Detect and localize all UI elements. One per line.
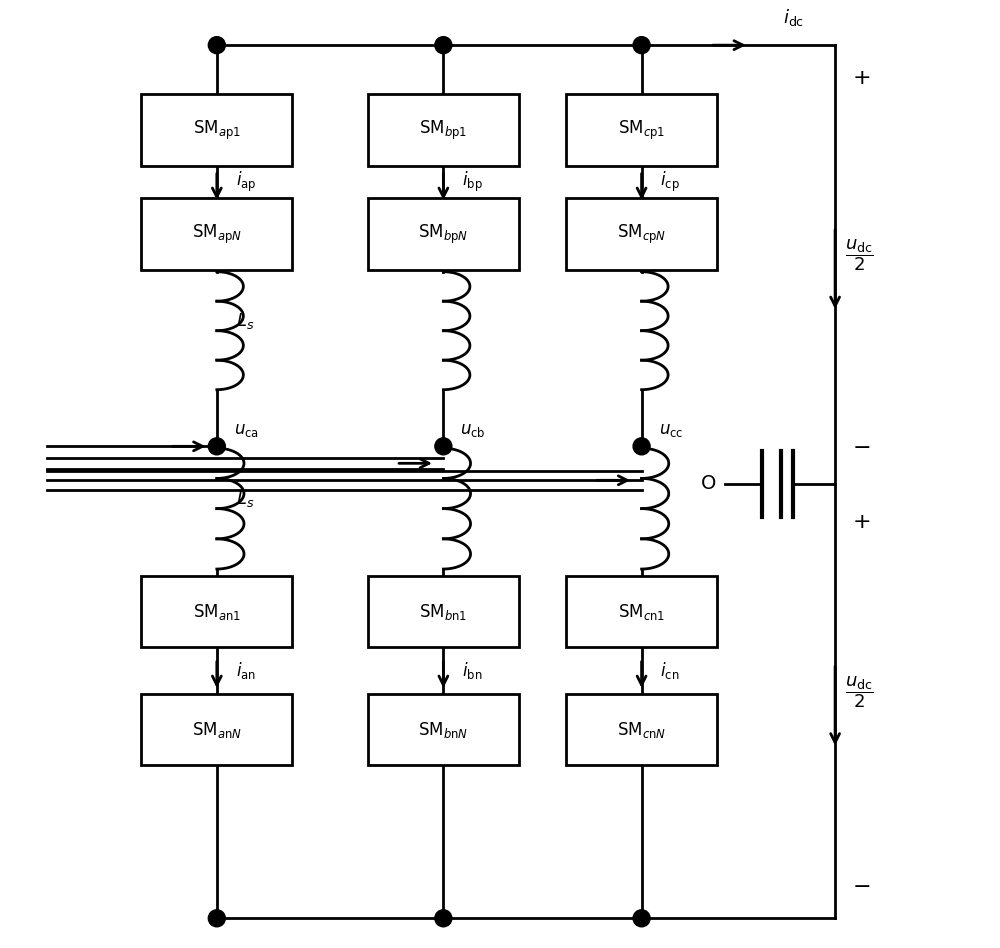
Bar [368, 694, 519, 765]
Text: $\mathrm{SM}_{b\mathrm{p}\mathit{N}}$: $\mathrm{SM}_{b\mathrm{p}\mathit{N}}$ [418, 223, 468, 246]
Circle shape [435, 910, 452, 927]
Bar [566, 94, 717, 166]
Text: $i_{\mathrm{cn}}$: $i_{\mathrm{cn}}$ [660, 660, 680, 681]
Text: $+$: $+$ [852, 512, 870, 532]
Bar [141, 94, 292, 166]
Text: $i_{\mathrm{cp}}$: $i_{\mathrm{cp}}$ [660, 170, 680, 194]
Text: $\mathrm{SM}_{c\mathrm{n}1}$: $\mathrm{SM}_{c\mathrm{n}1}$ [618, 602, 665, 622]
Text: $i_{\mathrm{ap}}$: $i_{\mathrm{ap}}$ [236, 170, 256, 194]
Text: $-$: $-$ [852, 436, 870, 456]
Circle shape [435, 438, 452, 455]
Bar [141, 694, 292, 765]
Text: $\mathrm{SM}_{b\mathrm{n}1}$: $\mathrm{SM}_{b\mathrm{n}1}$ [419, 602, 467, 622]
Text: $\mathrm{SM}_{a\mathrm{n}1}$: $\mathrm{SM}_{a\mathrm{n}1}$ [193, 602, 241, 622]
Bar [141, 575, 292, 647]
Text: $\mathrm{SM}_{b\mathrm{p}1}$: $\mathrm{SM}_{b\mathrm{p}1}$ [419, 118, 467, 141]
Text: $i_{\mathrm{bp}}$: $i_{\mathrm{bp}}$ [462, 170, 483, 194]
Text: $\mathrm{SM}_{c\mathrm{n}\mathit{N}}$: $\mathrm{SM}_{c\mathrm{n}\mathit{N}}$ [617, 720, 666, 739]
Circle shape [208, 438, 225, 455]
Circle shape [208, 910, 225, 927]
Bar [141, 198, 292, 270]
Text: $u_{\mathrm{cb}}$: $u_{\mathrm{cb}}$ [460, 422, 486, 439]
Text: $\mathrm{SM}_{a\mathrm{n}\mathit{N}}$: $\mathrm{SM}_{a\mathrm{n}\mathit{N}}$ [192, 720, 242, 739]
Bar [368, 94, 519, 166]
Circle shape [633, 438, 650, 455]
Bar [566, 198, 717, 270]
Text: $-$: $-$ [852, 875, 870, 895]
Text: $\mathrm{SM}_{a\mathrm{p}\mathit{N}}$: $\mathrm{SM}_{a\mathrm{p}\mathit{N}}$ [192, 223, 242, 246]
Bar [368, 575, 519, 647]
Circle shape [208, 37, 225, 54]
Text: $u_{\mathrm{ca}}$: $u_{\mathrm{ca}}$ [234, 422, 259, 439]
Text: $\mathrm{SM}_{b\mathrm{n}\mathit{N}}$: $\mathrm{SM}_{b\mathrm{n}\mathit{N}}$ [418, 720, 468, 739]
Text: $i_{\mathrm{an}}$: $i_{\mathrm{an}}$ [236, 660, 256, 681]
Text: $L_s$: $L_s$ [236, 311, 254, 331]
Circle shape [435, 37, 452, 54]
Text: $i_{\mathrm{bn}}$: $i_{\mathrm{bn}}$ [462, 660, 483, 681]
Text: $\mathrm{SM}_{a\mathrm{p}1}$: $\mathrm{SM}_{a\mathrm{p}1}$ [193, 118, 241, 141]
Text: $L_s$: $L_s$ [236, 489, 254, 509]
Circle shape [633, 910, 650, 927]
Text: $\dfrac{u_{\mathrm{dc}}}{2}$: $\dfrac{u_{\mathrm{dc}}}{2}$ [845, 674, 873, 709]
Text: $\mathrm{SM}_{c\mathrm{p}1}$: $\mathrm{SM}_{c\mathrm{p}1}$ [618, 118, 665, 141]
Text: $\dfrac{u_{\mathrm{dc}}}{2}$: $\dfrac{u_{\mathrm{dc}}}{2}$ [845, 237, 873, 273]
Circle shape [633, 37, 650, 54]
Bar [566, 694, 717, 765]
Text: $+$: $+$ [852, 68, 870, 88]
Text: $u_{\mathrm{cc}}$: $u_{\mathrm{cc}}$ [659, 422, 683, 439]
Bar [368, 198, 519, 270]
Bar [566, 575, 717, 647]
Text: $\mathrm{SM}_{c\mathrm{p}\mathit{N}}$: $\mathrm{SM}_{c\mathrm{p}\mathit{N}}$ [617, 223, 666, 246]
Text: $\mathrm{O}$: $\mathrm{O}$ [700, 475, 716, 493]
Text: $i_{\mathrm{dc}}$: $i_{\mathrm{dc}}$ [783, 8, 804, 28]
